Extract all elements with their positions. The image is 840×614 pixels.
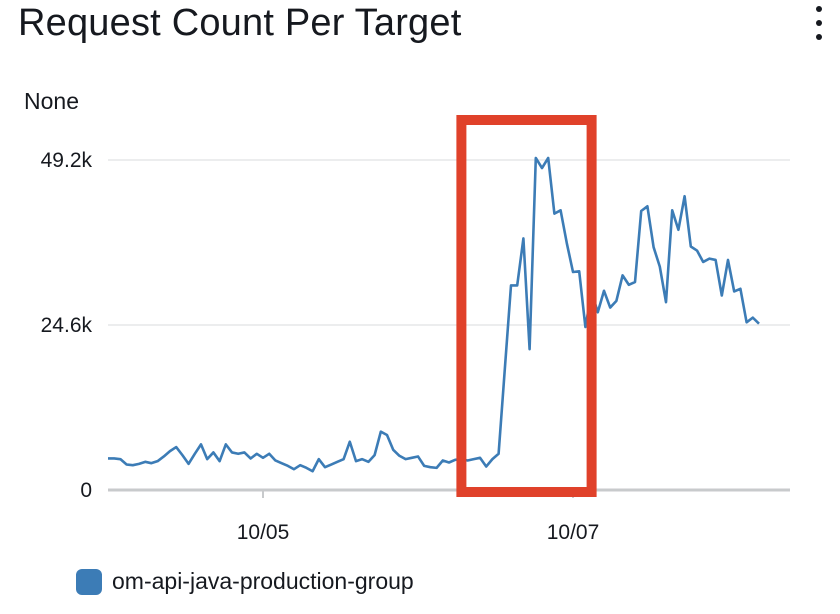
widget-title: Request Count Per Target [18, 2, 462, 44]
series-line [108, 156, 760, 473]
more-options-menu-icon[interactable] [812, 6, 826, 40]
highlight-box [456, 115, 597, 497]
menu-dot [816, 20, 822, 26]
x-tick-label: 10/05 [237, 521, 290, 544]
menu-dot [816, 34, 822, 40]
y-tick-label: 24.6k [41, 314, 93, 337]
y-tick-label: 0 [80, 479, 92, 502]
menu-dot [816, 6, 822, 12]
y-axis-unit-label: None [24, 88, 79, 114]
line-chart: 0 24.6k 49.2k 10/05 10/07 [41, 115, 790, 544]
y-tick-label: 49.2k [41, 149, 93, 172]
legend-swatch [76, 568, 102, 595]
legend-label: om-api-java-production-group [112, 568, 414, 594]
legend-item[interactable]: om-api-java-production-group [76, 568, 414, 595]
x-tick-label: 10/07 [547, 521, 600, 544]
